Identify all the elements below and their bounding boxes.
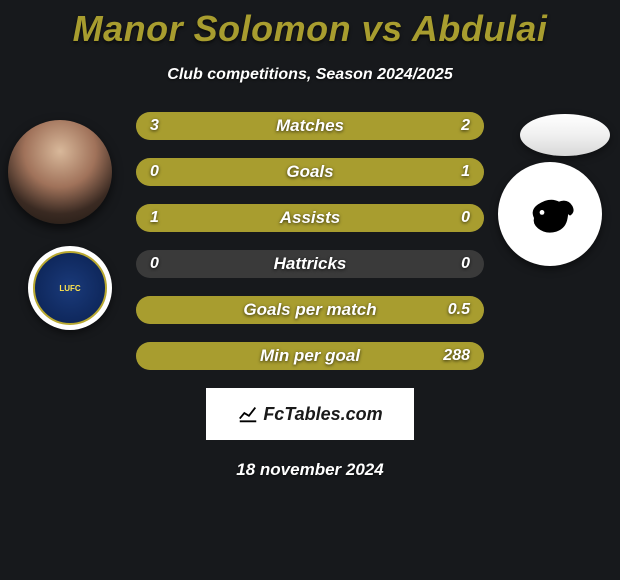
leeds-badge-icon: LUFC <box>33 251 107 325</box>
bar-fill-right <box>136 296 484 324</box>
stat-value-left: 0 <box>150 158 159 186</box>
bar-fill-right <box>136 158 484 186</box>
stat-label: Hattricks <box>136 250 484 278</box>
stat-bars: 3 Matches 2 0 Goals 1 1 Assists 0 0 Hatt… <box>136 112 484 370</box>
stat-row: 3 Matches 2 <box>136 112 484 140</box>
stat-value-right: 0 <box>461 250 470 278</box>
brand-badge: FcTables.com <box>206 388 414 440</box>
stat-row: Goals per match 0.5 <box>136 296 484 324</box>
stat-value-left: 1 <box>150 204 159 232</box>
stat-value-left: 3 <box>150 112 159 140</box>
stat-row: 0 Hattricks 0 <box>136 250 484 278</box>
brand-text: FcTables.com <box>263 404 382 425</box>
swansea-badge-icon <box>510 174 590 254</box>
page-title: Manor Solomon vs Abdulai <box>0 0 620 50</box>
stat-row: 0 Goals 1 <box>136 158 484 186</box>
chart-icon <box>237 403 259 425</box>
stat-value-right: 0.5 <box>448 296 470 324</box>
stat-value-right: 1 <box>461 158 470 186</box>
subtitle: Club competitions, Season 2024/2025 <box>0 66 620 84</box>
footer-date: 18 november 2024 <box>0 460 620 480</box>
bar-fill-left <box>136 112 345 140</box>
stat-value-right: 288 <box>443 342 470 370</box>
stat-value-right: 2 <box>461 112 470 140</box>
player-left-avatar <box>8 120 112 224</box>
stat-value-left: 0 <box>150 250 159 278</box>
player-right-avatar <box>520 114 610 156</box>
stat-value-right: 0 <box>461 204 470 232</box>
club-right-badge <box>498 162 602 266</box>
bar-fill-left <box>136 204 484 232</box>
stat-row: 1 Assists 0 <box>136 204 484 232</box>
club-left-badge: LUFC <box>28 246 112 330</box>
comparison-panel: LUFC 3 Matches 2 0 Goals 1 1 A <box>0 112 620 480</box>
bar-fill-right <box>136 342 484 370</box>
stat-row: Min per goal 288 <box>136 342 484 370</box>
